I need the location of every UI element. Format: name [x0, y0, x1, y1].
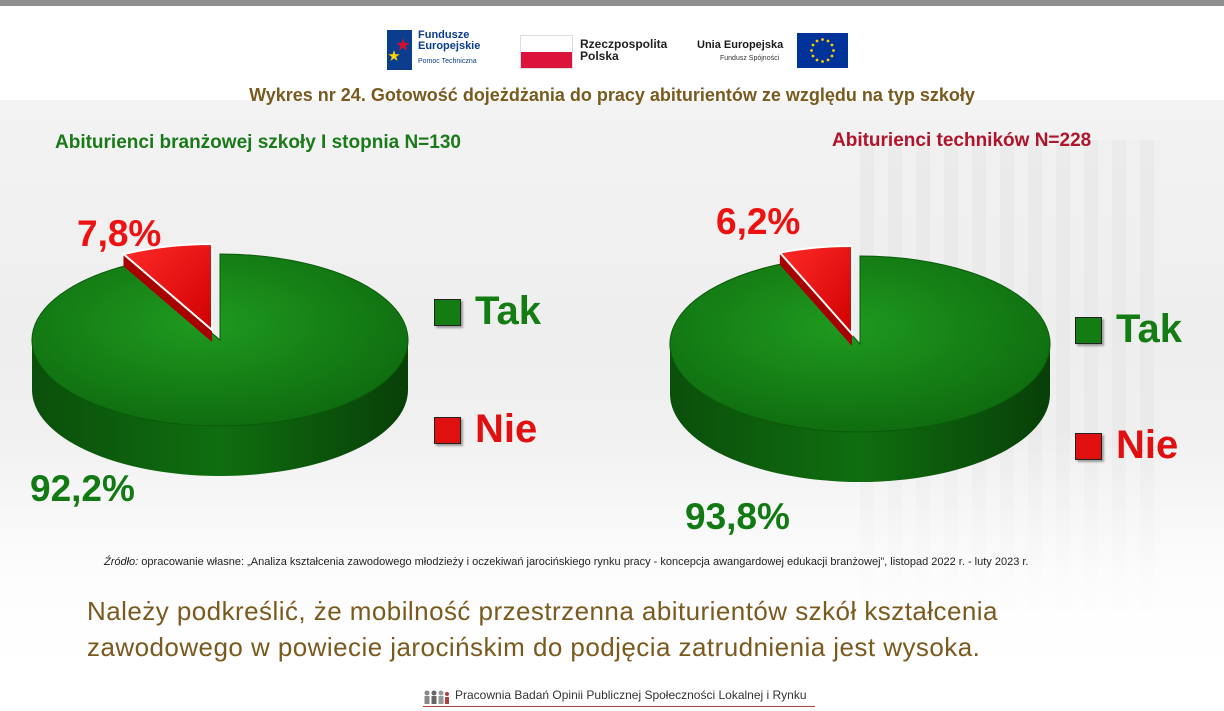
eu-star — [811, 43, 815, 47]
source-label: Źródło: — [104, 556, 139, 568]
star-icon — [388, 50, 400, 61]
source-text: opracowanie własne: „Analiza kształcenia… — [138, 556, 1029, 568]
pie-slice-tak — [31, 253, 409, 427]
conclusion-text: Należy podkreślić, że mobilność przestrz… — [87, 596, 998, 662]
left-chart-subtitle: Abiturienci branżowej szkoły I stopnia N… — [55, 132, 461, 153]
eu-star — [810, 49, 813, 52]
eu-star — [832, 49, 835, 52]
pie-slice-nie — [121, 242, 213, 333]
pie-side-tak — [32, 340, 408, 476]
pie-side-tak — [670, 344, 1050, 482]
legend-label-tak: Tak — [1116, 307, 1182, 351]
legend-label-tak: Tak — [475, 289, 541, 333]
eu-star — [815, 39, 819, 43]
left-tak-percent-label: 92,2% — [30, 468, 135, 509]
legend-swatch-nie — [1075, 433, 1102, 460]
pie-slice-nie — [777, 244, 853, 337]
right-chart-subtitle: Abiturienci techników N=228 — [832, 130, 1092, 151]
footer-divider — [423, 706, 815, 707]
fe-title: Fundusze Europejskie — [418, 29, 481, 52]
eu-star — [830, 54, 834, 58]
footer-text: Pracownia Badań Opinii Publicznej Społec… — [455, 688, 807, 702]
pie-side-nie — [123, 254, 212, 342]
people-icon — [424, 690, 449, 704]
right-nie-percent-label: 6,2% — [716, 201, 801, 242]
eu-star — [826, 58, 830, 62]
legend-label-nie: Nie — [1116, 423, 1179, 467]
chart-title: Wykres nr 24. Gotowość dojeżdżania do pr… — [249, 85, 975, 105]
pl-title: Rzeczpospolita Polska — [580, 37, 668, 63]
eu-star — [815, 58, 819, 62]
poland-flag-icon — [520, 35, 573, 69]
legend-swatch-tak — [1075, 317, 1102, 344]
eu-star — [821, 38, 824, 41]
fe-subtitle: Pomoc Techniczna — [418, 58, 477, 65]
top-bar — [0, 0, 1224, 6]
legend-label-nie: Nie — [475, 407, 538, 451]
eu-stars-icon — [810, 38, 835, 63]
eu-star — [811, 54, 815, 58]
left-nie-percent-label: 7,8% — [77, 213, 162, 254]
right-tak-percent-label: 93,8% — [685, 496, 790, 537]
eu-title: Unia Europejska — [697, 39, 784, 51]
eu-star — [821, 60, 824, 63]
legend-swatch-nie — [434, 417, 461, 444]
eu-star — [830, 43, 834, 47]
pie-side-nie — [779, 252, 852, 346]
eu-subtitle: Fundusz Spójności — [720, 55, 780, 62]
pie-slice-tak — [669, 255, 1051, 433]
eu-flag-icon — [797, 33, 848, 68]
eu-star — [826, 39, 830, 43]
source-note: Źródło: opracowanie własne: „Analiza ksz… — [104, 556, 1029, 568]
legend-swatch-tak — [434, 299, 461, 326]
